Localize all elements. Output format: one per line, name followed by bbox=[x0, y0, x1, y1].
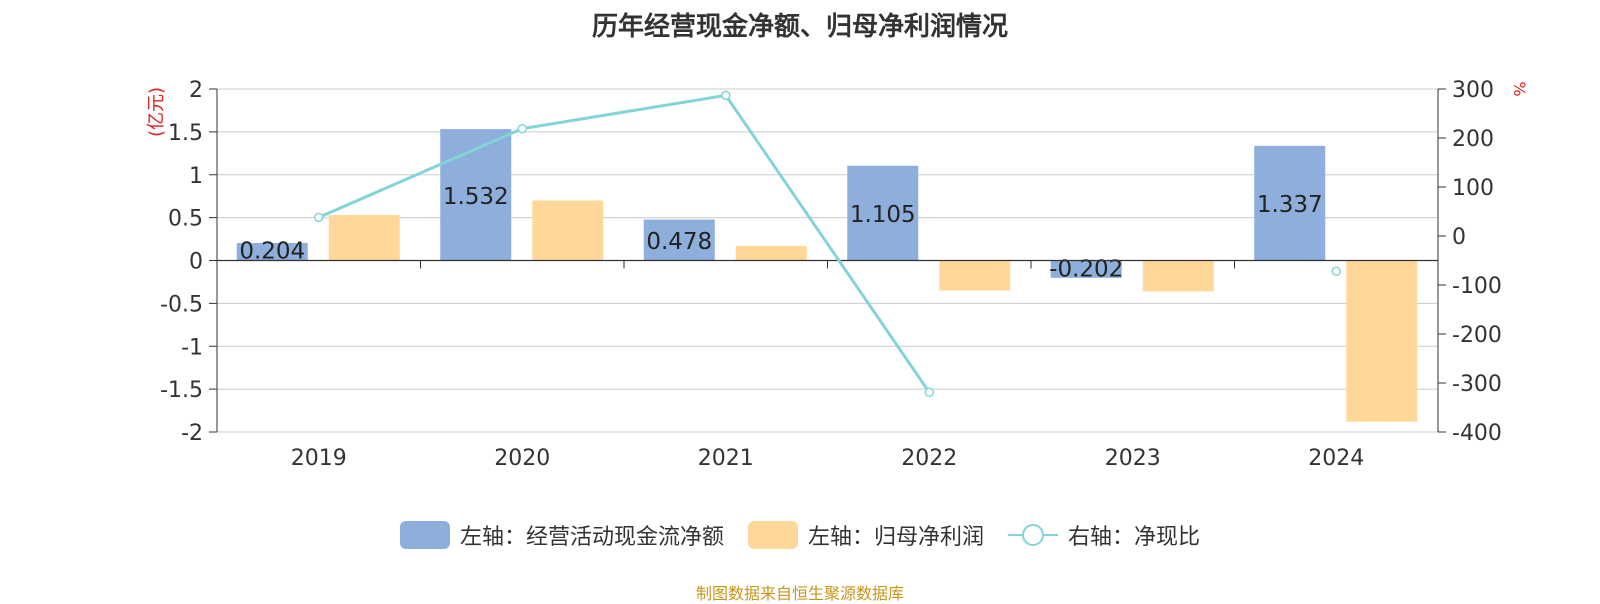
legend-item-net-profit[interactable]: 左轴：归母净利润 bbox=[747, 519, 984, 551]
data-label-cashflow: 0.478 bbox=[646, 229, 712, 255]
bar-cashflow bbox=[440, 129, 512, 261]
data-label-cashflow: 1.337 bbox=[1257, 192, 1323, 218]
left-axis-unit: (亿元) bbox=[146, 87, 167, 137]
right-tick-label: 200 bbox=[1452, 127, 1494, 152]
legend-item-ratio[interactable]: 右轴：净现比 bbox=[1008, 519, 1200, 551]
left-tick-label: 1.5 bbox=[168, 121, 203, 146]
bar-net-profit bbox=[532, 200, 604, 261]
right-tick-label: 0 bbox=[1452, 225, 1466, 250]
ratio-point bbox=[1331, 266, 1341, 277]
left-tick-label: -2 bbox=[181, 421, 203, 446]
data-label-cashflow: 1.532 bbox=[443, 184, 509, 210]
chart-title: 历年经营现金净额、归母净利润情况 bbox=[591, 12, 1008, 42]
data-label-cashflow: 1.105 bbox=[850, 202, 916, 228]
legend-item-cashflow[interactable]: 左轴：经营活动现金流净额 bbox=[399, 519, 724, 551]
left-tick-label: -1 bbox=[181, 335, 203, 360]
legend-swatch-net-profit bbox=[747, 521, 798, 549]
legend-label-cashflow: 左轴：经营活动现金流净额 bbox=[459, 525, 724, 550]
bar-net-profit bbox=[1142, 260, 1214, 292]
bar-cashflow bbox=[236, 243, 308, 261]
ratio-point bbox=[721, 90, 731, 101]
left-tick-label: -1.5 bbox=[160, 378, 203, 403]
left-tick-label: 1 bbox=[189, 164, 203, 189]
x-tick-label: 2021 bbox=[698, 446, 754, 471]
ratio-point bbox=[314, 212, 324, 223]
left-tick-label: 0 bbox=[189, 250, 203, 275]
ratio-line bbox=[318, 93, 931, 394]
right-tick-label: -300 bbox=[1452, 372, 1502, 397]
right-tick-label: -200 bbox=[1452, 323, 1502, 348]
bar-net-profit bbox=[1346, 260, 1418, 422]
right-tick-label: -400 bbox=[1452, 421, 1502, 446]
bar-cashflow bbox=[643, 219, 715, 261]
bar-net-profit bbox=[328, 215, 400, 261]
legend-label-ratio: 右轴：净现比 bbox=[1068, 525, 1201, 550]
left-tick-label: 2 bbox=[189, 78, 203, 103]
legend-label-net-profit: 左轴：归母净利润 bbox=[807, 525, 984, 550]
left-tick-label: -0.5 bbox=[160, 292, 203, 317]
right-tick-label: 300 bbox=[1452, 78, 1494, 103]
ratio-point bbox=[517, 123, 527, 134]
right-tick-label: 100 bbox=[1452, 176, 1494, 201]
bar-cashflow bbox=[1050, 260, 1122, 278]
x-tick-label: 2024 bbox=[1308, 446, 1364, 471]
x-tick-label: 2022 bbox=[901, 446, 957, 471]
x-tick-label: 2019 bbox=[291, 446, 347, 471]
bar-net-profit bbox=[735, 245, 807, 261]
left-tick-label: 0.5 bbox=[168, 207, 203, 232]
legend-swatch-cashflow bbox=[399, 521, 450, 549]
bar-cashflow bbox=[847, 165, 919, 261]
x-tick-label: 2023 bbox=[1105, 446, 1161, 471]
x-tick-label: 2020 bbox=[494, 446, 550, 471]
right-tick-label: -100 bbox=[1452, 274, 1502, 299]
bar-net-profit bbox=[939, 260, 1011, 291]
ratio-point bbox=[924, 387, 934, 398]
legend-swatch-ratio bbox=[1008, 524, 1058, 546]
source-note: 制图数据来自恒生聚源数据库 bbox=[695, 584, 904, 603]
right-axis-unit: % bbox=[1510, 81, 1529, 96]
legend: 左轴：经营活动现金流净额 左轴：归母净利润 右轴：净现比 bbox=[0, 519, 1600, 551]
bar-cashflow bbox=[1254, 145, 1326, 261]
